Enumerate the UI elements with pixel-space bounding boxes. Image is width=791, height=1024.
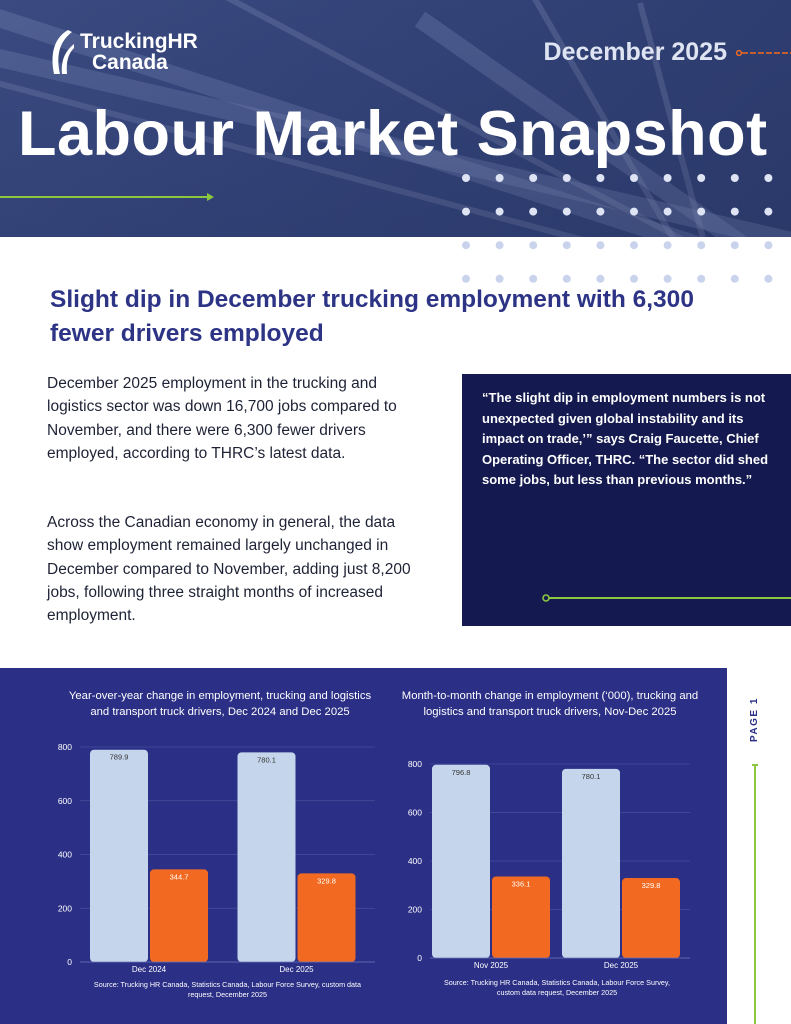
bar-value-label: 796.8	[452, 768, 471, 777]
bar-value-label: 780.1	[582, 772, 601, 781]
dot	[529, 174, 538, 182]
y-tick-label: 800	[58, 742, 72, 752]
chart2: 0 200 400 600 800 796.8 336.1 Nov 2025 780.1 329.…	[408, 759, 690, 970]
page-green-line	[752, 764, 758, 1024]
issue-date: December 2025	[543, 38, 727, 66]
dot	[730, 241, 739, 250]
bar	[432, 764, 490, 958]
chart1-title: Year-over-year change in employment, tru…	[68, 690, 372, 718]
dot	[596, 207, 605, 216]
dot	[495, 241, 504, 250]
bar	[622, 878, 680, 958]
bar	[492, 876, 550, 958]
paragraph-1: December 2025 employment in the trucking…	[47, 375, 397, 462]
dot	[663, 241, 672, 250]
dot-grid-decoration	[462, 174, 773, 283]
dot	[630, 174, 638, 182]
dot	[764, 207, 773, 216]
quote-box: “The slight dip in employment numbers is…	[462, 374, 791, 626]
bar	[237, 752, 296, 962]
dot	[529, 207, 538, 216]
y-tick-label: 600	[58, 796, 72, 806]
dot	[764, 174, 773, 182]
y-tick-label: 600	[408, 808, 422, 818]
dot	[562, 174, 571, 182]
dot	[730, 174, 739, 182]
dot	[562, 207, 571, 216]
page-label: PAGE 1	[749, 697, 760, 742]
dot	[697, 241, 706, 250]
dot	[630, 207, 638, 216]
dot	[495, 207, 504, 216]
dot	[730, 207, 739, 216]
green-arrow-accent	[0, 193, 214, 201]
logo-line2: Canada	[92, 51, 168, 74]
dot	[462, 274, 470, 283]
charts-panel: Year-over-year change in employment, tru…	[0, 668, 727, 1024]
chart1: 0 200 400 600 800 789.9 344.7 Dec 2024 780.1 329.…	[58, 742, 375, 974]
chart2-title: Month-to-month change in employment (‘00…	[401, 690, 699, 718]
dot	[462, 241, 470, 250]
y-tick-label: 0	[417, 953, 422, 963]
y-tick-label: 0	[67, 957, 72, 967]
dot	[562, 241, 571, 250]
dot	[596, 174, 605, 182]
y-tick-label: 200	[408, 905, 422, 915]
headline: Slight dip in December trucking employme…	[50, 286, 694, 347]
bar-value-label: 329.8	[317, 876, 336, 885]
dot	[697, 174, 706, 182]
bar	[150, 869, 208, 962]
y-tick-label: 200	[58, 903, 72, 913]
dot	[663, 174, 672, 182]
bar-value-label: 336.1	[512, 879, 531, 888]
dot	[495, 174, 504, 182]
dot	[529, 274, 538, 283]
bar	[90, 749, 148, 962]
dot	[630, 241, 638, 250]
dot	[462, 207, 470, 216]
quote-text: “The slight dip in employment numbers is…	[482, 390, 769, 488]
x-category-label: Nov 2025	[474, 961, 509, 970]
bar-value-label: 780.1	[257, 755, 276, 764]
dot	[462, 174, 470, 182]
dot	[764, 241, 773, 250]
page-title: Labour Market Snapshot	[18, 99, 768, 169]
paragraph-2: Across the Canadian economy in general, …	[47, 514, 411, 625]
dot	[596, 241, 605, 250]
bar-value-label: 789.9	[110, 753, 129, 762]
page-number: PAGE 1	[749, 697, 760, 742]
dot	[663, 274, 672, 283]
road-swoosh-icon	[52, 30, 74, 74]
dot	[529, 241, 538, 250]
y-tick-label: 400	[58, 850, 72, 860]
dot	[495, 274, 504, 283]
dot	[663, 207, 672, 216]
dot	[596, 274, 605, 283]
chart2-source: Source: Trucking HR Canada, Statistics C…	[444, 978, 670, 997]
chart1-source: Source: Trucking HR Canada, Statistics C…	[93, 980, 362, 999]
y-tick-label: 800	[408, 759, 422, 769]
bar-value-label: 329.8	[642, 881, 661, 890]
quote-green-line	[542, 594, 791, 602]
header-banner: TruckingHR Canada December 2025 Labour M…	[0, 0, 791, 237]
bar	[297, 873, 356, 962]
dot	[697, 207, 706, 216]
dot	[730, 274, 739, 283]
dot	[562, 274, 571, 283]
y-tick-label: 400	[408, 856, 422, 866]
trucking-hr-canada-logo: TruckingHR Canada	[48, 28, 198, 76]
dot	[697, 274, 706, 283]
x-category-label: Dec 2024	[132, 965, 167, 974]
dot	[630, 274, 638, 283]
x-category-label: Dec 2025	[604, 961, 639, 970]
dot	[764, 274, 773, 283]
logo-line1: TruckingHR	[80, 30, 198, 53]
date-accent-line	[736, 50, 791, 56]
bar-value-label: 344.7	[170, 872, 189, 881]
bar	[562, 768, 620, 958]
x-category-label: Dec 2025	[279, 965, 314, 974]
